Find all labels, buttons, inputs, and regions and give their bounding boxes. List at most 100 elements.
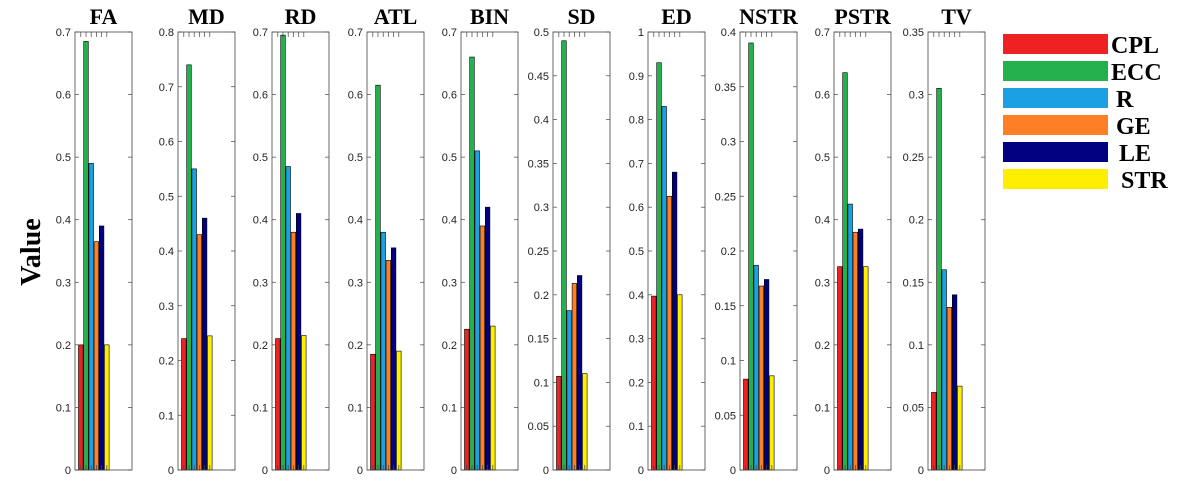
panel-title: NSTR bbox=[739, 4, 799, 29]
y-tick-label: 0.5 bbox=[629, 246, 644, 258]
y-tick-label: 0.4 bbox=[721, 27, 736, 39]
bar-sd-le bbox=[576, 275, 583, 471]
y-tick-label: 0.3 bbox=[348, 277, 363, 289]
bar-pstr-r bbox=[847, 203, 853, 471]
bar-sd-cpl bbox=[556, 375, 562, 471]
legend-label-str: STR bbox=[1121, 168, 1168, 194]
legend-label-ge: GE bbox=[1116, 114, 1151, 140]
panel-sd: 0 0.05 0.1 0.15 0.2 0.25 0.3 0.35 0.4 0.45 0.5 SD bbox=[528, 4, 611, 477]
y-tick-label: 0.5 bbox=[534, 27, 549, 39]
bar-pstr-ecc bbox=[842, 72, 848, 471]
y-tick-label: 0.2 bbox=[721, 246, 736, 258]
y-tick-label: 0.9 bbox=[629, 71, 644, 83]
legend-label-cpl: CPL bbox=[1111, 33, 1159, 59]
bar-ed-ecc bbox=[656, 62, 662, 471]
bar-ed-ge bbox=[666, 195, 672, 471]
panel-title: RD bbox=[285, 4, 317, 29]
bar-nstr-ge bbox=[758, 285, 764, 471]
panel-title: ED bbox=[661, 4, 692, 29]
bar-atl-str bbox=[396, 350, 402, 471]
y-tick-label: 0.3 bbox=[56, 277, 71, 289]
y-tick-label: 0.3 bbox=[909, 90, 924, 102]
bar-bin-le bbox=[484, 206, 491, 471]
y-tick-label: 0.25 bbox=[903, 152, 924, 164]
bar-pstr-cpl bbox=[837, 266, 843, 471]
y-tick-label: 0 bbox=[262, 465, 268, 477]
bar-pstr-str bbox=[863, 266, 869, 471]
bar-pstr-ge bbox=[852, 231, 858, 471]
y-tick-label: 0.2 bbox=[629, 377, 644, 389]
panel-bin: 0 0.1 0.2 0.3 0.4 0.5 0.6 0.7 BIN bbox=[442, 4, 519, 477]
y-tick-label: 0.1 bbox=[253, 402, 268, 414]
y-tick-label: 0 bbox=[918, 465, 924, 477]
y-tick-label: 0.7 bbox=[159, 82, 174, 94]
y-tick-label: 0.5 bbox=[159, 191, 174, 203]
y-tick-label: 0 bbox=[357, 465, 363, 477]
y-tick-label: 1 bbox=[638, 27, 644, 39]
y-tick-label: 0.4 bbox=[815, 215, 830, 227]
bar-md-le bbox=[202, 217, 208, 471]
y-tick-label: 0.1 bbox=[815, 402, 830, 414]
y-tick-label: 0.1 bbox=[534, 377, 549, 389]
panel-title: FA bbox=[90, 4, 118, 29]
y-tick-label: 0.3 bbox=[629, 334, 644, 346]
panel-title: ATL bbox=[374, 4, 418, 29]
y-tick-label: 0.3 bbox=[721, 137, 736, 149]
y-tick-label: 0.2 bbox=[534, 290, 549, 302]
y-tick-label: 0.2 bbox=[56, 340, 71, 352]
panel-title: PSTR bbox=[834, 4, 891, 29]
bar-md-cpl bbox=[181, 338, 187, 471]
y-tick-label: 0.3 bbox=[442, 277, 457, 289]
bar-nstr-r bbox=[753, 264, 759, 471]
y-tick-label: 0.15 bbox=[903, 277, 924, 289]
axes-frame bbox=[366, 31, 425, 471]
panel-title: TV bbox=[941, 4, 972, 29]
y-tick-label: 0.4 bbox=[348, 215, 363, 227]
y-tick-label: 0.3 bbox=[815, 277, 830, 289]
bar-nstr-le bbox=[763, 279, 770, 471]
panel-title: MD bbox=[188, 4, 225, 29]
bar-atl-le bbox=[390, 247, 397, 471]
bar-rd-cpl bbox=[275, 338, 281, 471]
bar-rd-r bbox=[285, 166, 291, 471]
y-tick-label: 0.7 bbox=[253, 27, 268, 39]
y-tick-label: 0 bbox=[638, 465, 644, 477]
bar-atl-ecc bbox=[375, 84, 381, 471]
y-tick-label: 0.05 bbox=[715, 410, 736, 422]
bar-atl-ge bbox=[385, 260, 392, 471]
panel-title: SD bbox=[567, 4, 595, 29]
bar-atl-cpl bbox=[370, 353, 376, 471]
bar-pstr-le bbox=[857, 228, 864, 471]
bar-fa-cpl bbox=[78, 344, 84, 471]
bar-fa-le bbox=[99, 225, 105, 471]
y-tick-label: 0.4 bbox=[442, 215, 457, 227]
axes-frame bbox=[271, 31, 330, 471]
bar-md-str bbox=[207, 335, 213, 471]
y-tick-label: 0.1 bbox=[629, 421, 644, 433]
y-tick-label: 0.3 bbox=[159, 301, 174, 313]
y-tick-label: 0.5 bbox=[442, 152, 457, 164]
bar-ed-le bbox=[671, 171, 678, 471]
bar-sd-r bbox=[566, 310, 572, 471]
bar-bin-r bbox=[474, 150, 480, 471]
bar-bin-cpl bbox=[464, 328, 470, 471]
panel-atl: 0 0.1 0.2 0.3 0.4 0.5 0.6 0.7 ATL bbox=[348, 4, 425, 477]
y-tick-label: 0.2 bbox=[442, 340, 457, 352]
y-tick-label: 0.7 bbox=[815, 27, 830, 39]
y-tick-label: 0.7 bbox=[56, 27, 71, 39]
y-tick-label: 0.1 bbox=[348, 402, 363, 414]
axes-frame bbox=[927, 31, 986, 471]
axes-frame bbox=[74, 31, 133, 471]
y-tick-label: 0.05 bbox=[528, 421, 549, 433]
legend-swatch-str bbox=[1003, 169, 1108, 189]
bar-fa-ge bbox=[93, 241, 99, 471]
y-tick-label: 0.15 bbox=[528, 334, 549, 346]
y-tick-label: 0.15 bbox=[715, 301, 736, 313]
y-tick-label: 0.2 bbox=[159, 356, 174, 368]
y-tick-label: 0.1 bbox=[442, 402, 457, 414]
y-axis-label: Value bbox=[16, 218, 47, 285]
chart-panels: 0 0.1 0.2 0.3 0.4 0.5 0.6 0.7 FA 0 0.1 0.2 0.3 0.4 0.5… bbox=[56, 4, 986, 477]
y-tick-label: 0.4 bbox=[534, 115, 549, 127]
legend-label-ecc: ECC bbox=[1111, 60, 1162, 86]
